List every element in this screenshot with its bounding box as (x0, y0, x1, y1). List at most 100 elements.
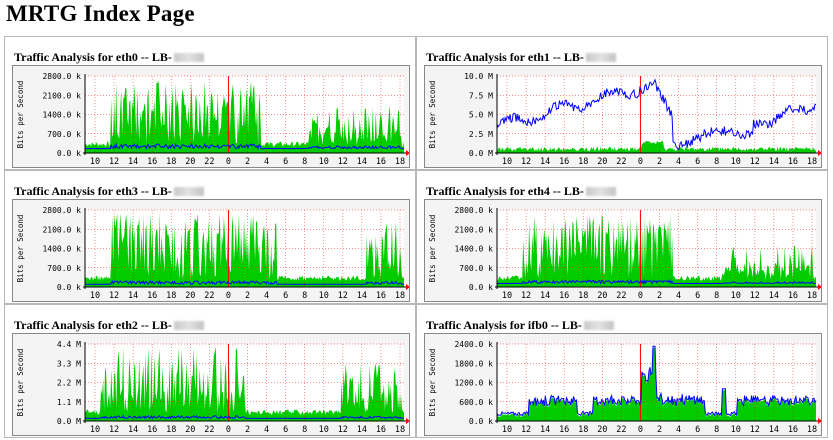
x-tick-label: 6 (283, 425, 288, 435)
x-tick-label: 10 (502, 291, 512, 301)
x-tick-label: 18 (166, 157, 176, 167)
x-tick-label: 16 (788, 157, 798, 167)
x-tick-label: 2 (657, 425, 662, 435)
y-tick-label: 2100.0 k (42, 225, 81, 234)
y-tick-label: 700.0 k (459, 264, 493, 273)
redacted-hostname (585, 53, 616, 62)
x-tick-label: 14 (540, 157, 550, 167)
x-tick-label: 8 (302, 291, 307, 301)
redacted-hostname (173, 187, 204, 196)
x-tick-label: 16 (376, 157, 386, 167)
x-tick-label: 14 (769, 291, 779, 301)
x-tick-label: 18 (578, 425, 588, 435)
x-tick-label: 6 (695, 157, 700, 167)
x-tick-label: 4 (264, 157, 269, 167)
y-tick-label: 0.0 M (469, 149, 493, 158)
x-tick-label: 18 (578, 157, 588, 167)
y-tick-label: 2800.0 k (42, 72, 81, 81)
x-tick-label: 22 (616, 425, 626, 435)
y-tick-label: 1200.0 k (454, 379, 493, 388)
x-tick-label: 12 (338, 425, 348, 435)
x-tick-label: 22 (616, 157, 626, 167)
x-tick-label: 14 (128, 291, 138, 301)
traffic-graph-image[interactable]: 2800.0 k 2100.0 k 1400.0 k 700.0 k 0.0 k 10 12… (424, 199, 822, 302)
graph-canvas: 4.4 M 3.3 M 2.2 M 1.1 M 0.0 M 10 12 14 16 18 20 22 0… (16, 340, 409, 435)
x-tick-label: 10 (90, 157, 100, 167)
graph-cell-eth0: Traffic Analysis for eth0 -- LB- 2800.0 … (4, 36, 416, 170)
y-tick-label: 1400.0 k (454, 245, 493, 254)
x-tick-label: 10 (319, 425, 329, 435)
x-tick-label: 12 (750, 425, 760, 435)
y-tick-label: 600.0 k (459, 398, 493, 407)
x-tick-label: 10 (319, 157, 329, 167)
x-tick-label: 12 (109, 291, 119, 301)
x-tick-label: 20 (185, 291, 195, 301)
x-tick-label: 12 (521, 157, 531, 167)
traffic-graph-image[interactable]: 4.4 M 3.3 M 2.2 M 1.1 M 0.0 M 10 12 14 16 18 20 22 0… (12, 333, 410, 436)
x-tick-label: 4 (676, 157, 681, 167)
x-tick-label: 2 (245, 425, 250, 435)
x-tick-label: 18 (578, 291, 588, 301)
x-tick-label: 12 (521, 291, 531, 301)
x-tick-label: 10 (502, 425, 512, 435)
graph-canvas: 2800.0 k 2100.0 k 1400.0 k 700.0 k 0.0 k 10 12… (428, 206, 821, 301)
x-tick-label: 20 (597, 425, 607, 435)
redacted-hostname (173, 53, 204, 62)
y-tick-label: 1400.0 k (42, 245, 81, 254)
y-tick-label: 5.0 M (469, 111, 493, 120)
x-tick-label: 8 (302, 157, 307, 167)
y-tick-label: 2100.0 k (454, 225, 493, 234)
graph-canvas: 2800.0 k 2100.0 k 1400.0 k 700.0 k 0.0 k 10 12… (16, 206, 409, 301)
x-tick-label: 16 (147, 425, 157, 435)
traffic-graph-image[interactable]: 2800.0 k 2100.0 k 1400.0 k 700.0 k 0.0 k 10 12… (12, 65, 410, 168)
y-tick-label: 4.4 M (57, 340, 81, 349)
x-tick-label: 2 (657, 157, 662, 167)
y-tick-label: 0.0 k (469, 283, 493, 292)
graph-title-link[interactable]: Traffic Analysis for eth3 -- LB- (14, 184, 204, 199)
x-tick-label: 18 (807, 425, 817, 435)
x-tick-label: 14 (769, 157, 779, 167)
x-tick-label: 14 (357, 291, 367, 301)
x-tick-label: 0 (226, 425, 231, 435)
graph-cell-eth4: Traffic Analysis for eth4 -- LB- 2800.0 … (416, 170, 828, 304)
x-tick-label: 12 (521, 425, 531, 435)
redacted-hostname (585, 187, 616, 196)
traffic-graph-image[interactable]: 2400.0 k 1800.0 k 1200.0 k 600.0 k 0.0 k 10 12… (424, 333, 822, 436)
x-tick-label: 14 (540, 291, 550, 301)
graph-cell-ifb0: Traffic Analysis for ifb0 -- LB- 2 4 0 0.0 … (416, 304, 828, 438)
y-tick-label: 2800.0 k (42, 206, 81, 215)
x-tick-label: 12 (750, 291, 760, 301)
x-tick-label: 20 (597, 157, 607, 167)
x-tick-label: 20 (597, 291, 607, 301)
y-tick-label: 2800.0 k (454, 206, 493, 215)
traffic-graph-image[interactable]: 10.0 M 7.5 M 5.0 M 2.5 M 0.0 M 10 12 14 16 18 20 22… (424, 65, 822, 168)
y-axis-label: Bits per Second (16, 349, 25, 417)
x-tick-label: 16 (559, 291, 569, 301)
y-tick-label: 0.0 k (469, 417, 493, 426)
x-tick-label: 6 (695, 425, 700, 435)
x-tick-label: 12 (338, 291, 348, 301)
x-tick-label: 0 (638, 425, 643, 435)
x-tick-label: 18 (395, 425, 405, 435)
y-tick-label: 1.1 M (57, 398, 81, 407)
graph-title-link[interactable]: Traffic Analysis for ifb0 -- LB- (426, 318, 614, 333)
graph-cell-eth1: Traffic Analysis for eth1 -- LB- 10.0 M 7… (416, 36, 828, 170)
x-tick-label: 16 (559, 425, 569, 435)
graph-cell-eth2: Traffic Analysis for eth2 -- LB- 4.4 M 3.… (4, 304, 416, 438)
graph-title-link[interactable]: Traffic Analysis for eth1 -- LB- (426, 50, 616, 65)
y-tick-label: 2.5 M (469, 130, 493, 139)
x-tick-label: 6 (283, 157, 288, 167)
traffic-graph-image[interactable]: 2800.0 k 2100.0 k 1400.0 k 700.0 k 0.0 k 10 12… (12, 199, 410, 302)
graph-title-link[interactable]: Traffic Analysis for eth0 -- LB- (14, 50, 204, 65)
graph-title-link[interactable]: Traffic Analysis for eth4 -- LB- (426, 184, 616, 199)
y-tick-label: 700.0 k (47, 264, 81, 273)
graph-canvas: 2800.0 k 2100.0 k 1400.0 k 700.0 k 0.0 k 10 12… (16, 72, 409, 167)
y-tick-label: 1800.0 k (454, 359, 493, 368)
y-tick-label: 1400.0 k (42, 111, 81, 120)
graph-title-link[interactable]: Traffic Analysis for eth2 -- LB- (14, 318, 204, 333)
x-tick-label: 18 (395, 157, 405, 167)
x-tick-label: 16 (147, 157, 157, 167)
graph-canvas: 2400.0 k 1800.0 k 1200.0 k 600.0 k 0.0 k 10 12… (428, 340, 821, 435)
x-tick-label: 4 (676, 425, 681, 435)
x-tick-label: 8 (714, 425, 719, 435)
